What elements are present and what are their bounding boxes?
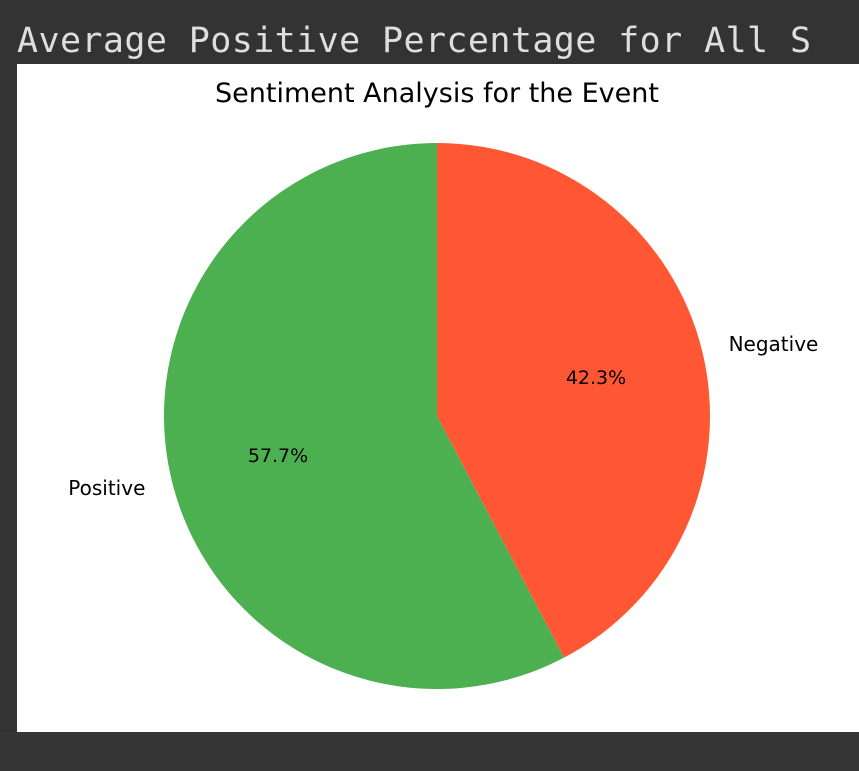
chart-title: Sentiment Analysis for the Event [215,78,659,109]
pie-pct-label-positive: 57.7% [248,445,308,467]
pie-slice-negative [437,143,711,658]
chart-figure: Sentiment Analysis for the Event 42.3% Ne… [17,64,859,732]
output-header-text: Average Positive Percentage for All S [17,21,812,61]
pie-chart: Sentiment Analysis for the Event 42.3% Ne… [68,78,818,689]
output-footer-bar [0,732,859,771]
pie-category-label-positive: Positive [68,476,145,500]
pie-labels: 42.3% Negative 57.7% Positive [68,332,818,500]
pie-slices [164,143,711,689]
pie-slice-positive [164,143,564,689]
pie-pct-label-negative: 42.3% [566,367,626,389]
pie-category-label-negative: Negative [729,332,819,356]
